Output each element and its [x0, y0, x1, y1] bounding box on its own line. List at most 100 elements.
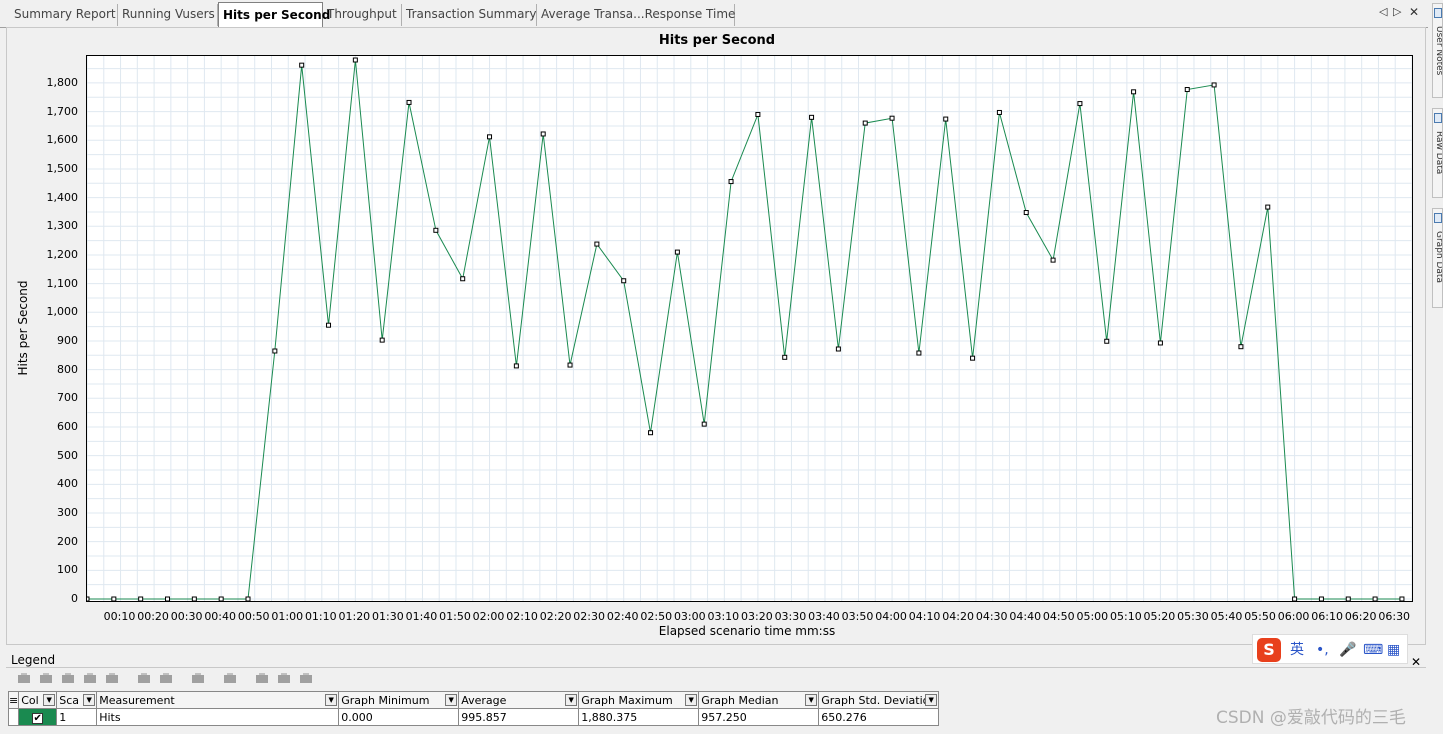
expand-icon[interactable] — [298, 671, 314, 687]
x-tick-label: 05:20 — [1143, 610, 1176, 623]
filter-icon[interactable] — [104, 671, 120, 687]
data-point — [406, 99, 412, 105]
data-point — [1238, 344, 1244, 350]
side-tab-label: Raw Data — [1434, 131, 1443, 175]
x-tick-label: 03:40 — [808, 610, 840, 623]
hide-selected-icon[interactable] — [38, 671, 54, 687]
y-tick-label: 700 — [57, 391, 78, 405]
tab-transaction-summary[interactable]: Transaction Summary — [402, 4, 537, 26]
y-tick-label: 300 — [57, 505, 78, 519]
y-tick-label: 1,500 — [46, 161, 79, 175]
animate-icon[interactable] — [190, 671, 206, 687]
x-tick-label: 02:20 — [539, 610, 572, 623]
scale-cell: 1 — [56, 708, 98, 726]
col-color[interactable]: Col ▼ — [18, 691, 58, 709]
measurement-description-icon[interactable] — [158, 671, 174, 687]
data-point — [1399, 596, 1405, 601]
y-tick-label: 1,600 — [46, 133, 79, 147]
microphone-icon[interactable]: 🎤 — [1339, 642, 1357, 658]
legend-close-icon[interactable]: ✕ — [1410, 655, 1421, 669]
data-point — [782, 354, 788, 360]
col-graph-minimum[interactable]: Graph Minimum ▼ — [338, 691, 460, 709]
data-point — [943, 116, 949, 122]
data-point — [1104, 338, 1110, 344]
chevron-down-icon[interactable]: ▼ — [685, 694, 698, 706]
export-icon[interactable] — [254, 671, 270, 687]
chart-svg — [87, 56, 1412, 601]
collapse-icon[interactable] — [276, 671, 292, 687]
col-graph-std-deviation[interactable]: Graph Std. Deviatior ▼ — [818, 691, 940, 709]
tab-running-vusers[interactable]: Running Vusers — [118, 4, 218, 26]
x-tick-label: 02:40 — [606, 610, 639, 623]
data-point — [567, 362, 573, 368]
data-point — [379, 337, 385, 343]
chevron-down-icon[interactable]: ▼ — [565, 694, 578, 706]
tab-scroll-left-icon[interactable]: ◁ — [1379, 5, 1388, 18]
close-tab-icon[interactable]: ✕ — [1409, 5, 1420, 19]
data-point — [862, 120, 868, 126]
legend-header: Legend ✕ — [6, 651, 1426, 669]
chevron-down-icon[interactable]: ▼ — [325, 694, 338, 706]
column-label: Average — [461, 693, 507, 707]
x-tick-label: 05:50 — [1244, 610, 1276, 623]
color-cell[interactable]: ✔ — [18, 708, 58, 726]
tab-average-transa-response-time[interactable]: Average Transa...Response Time — [537, 4, 735, 26]
x-tick-label: 02:50 — [640, 610, 673, 623]
chevron-down-icon[interactable]: ▼ — [805, 694, 818, 706]
x-tick-label: 01:40 — [405, 610, 438, 623]
show-selected-icon[interactable] — [16, 671, 32, 687]
side-tab-graph-data[interactable]: Graph Data — [1432, 208, 1443, 308]
show-only-selected-icon[interactable] — [60, 671, 76, 687]
chevron-down-icon[interactable]: ▼ — [83, 694, 96, 706]
table-row[interactable]: ✔ 1 Hits 0.000 995.857 1,880.375 957.250… — [7, 708, 940, 726]
x-tick-label: 05:00 — [1076, 610, 1109, 623]
y-tick-label: 1,300 — [46, 219, 79, 233]
keyboard-icon[interactable]: ⌨ — [1363, 642, 1384, 658]
x-tick-label: 01:00 — [271, 610, 304, 623]
chevron-down-icon[interactable]: ▼ — [43, 694, 56, 706]
col-scale[interactable]: Sca ▼ — [56, 691, 98, 709]
y-tick-label: 1,200 — [46, 247, 79, 261]
chevron-down-icon[interactable]: ▼ — [925, 694, 938, 706]
col-average[interactable]: Average ▼ — [458, 691, 580, 709]
y-tick-label: 500 — [57, 448, 78, 462]
row-selector-icon[interactable]: ≡ — [7, 691, 20, 709]
max-cell: 1,880.375 — [578, 708, 700, 726]
data-point — [272, 348, 278, 354]
data-point — [299, 62, 305, 68]
side-tab-user-notes[interactable]: User Notes — [1432, 3, 1443, 98]
data-point — [701, 421, 707, 427]
side-tab-raw-data[interactable]: Raw Data — [1432, 108, 1443, 198]
data-point — [1023, 210, 1029, 216]
x-tick-label: 05:40 — [1210, 610, 1243, 623]
data-point — [835, 346, 841, 352]
tab-scroll-right-icon[interactable]: ▷ — [1393, 5, 1402, 18]
tab-throughput[interactable]: Throughput — [323, 4, 402, 26]
punctuation-icon[interactable]: •, — [1316, 642, 1329, 658]
y-axis-label: Hits per Second — [16, 280, 30, 376]
col-measurement[interactable]: Measurement ▼ — [96, 691, 340, 709]
data-point — [433, 227, 439, 233]
language-toggle[interactable]: 英 — [1290, 642, 1304, 658]
show-all-icon[interactable] — [82, 671, 98, 687]
data-point — [1050, 257, 1056, 263]
sogou-logo-icon[interactable]: S — [1257, 638, 1281, 662]
col-graph-maximum[interactable]: Graph Maximum ▼ — [578, 691, 700, 709]
apps-icon[interactable]: ▦ — [1387, 642, 1401, 658]
row-indicator — [7, 708, 20, 726]
data-point — [218, 596, 224, 601]
chevron-down-icon[interactable]: ▼ — [445, 694, 458, 706]
x-tick-label: 01:20 — [338, 610, 371, 623]
configure-measurement-icon[interactable] — [136, 671, 152, 687]
tab-summary-report[interactable]: Summary Report — [10, 4, 118, 26]
data-point — [621, 278, 627, 284]
col-graph-median[interactable]: Graph Median ▼ — [698, 691, 820, 709]
checkbox[interactable]: ✔ — [32, 712, 44, 724]
legend-table: ≡ Col ▼ Sca ▼ Measurement ▼ Graph Minimum ▼ … — [7, 691, 940, 726]
data-point — [1372, 596, 1378, 601]
tab-hits-per-second[interactable]: Hits per Second — [218, 2, 330, 27]
data-point — [996, 109, 1002, 115]
columns-icon[interactable] — [222, 671, 238, 687]
median-cell: 957.250 — [698, 708, 820, 726]
plot-area[interactable] — [86, 55, 1413, 602]
